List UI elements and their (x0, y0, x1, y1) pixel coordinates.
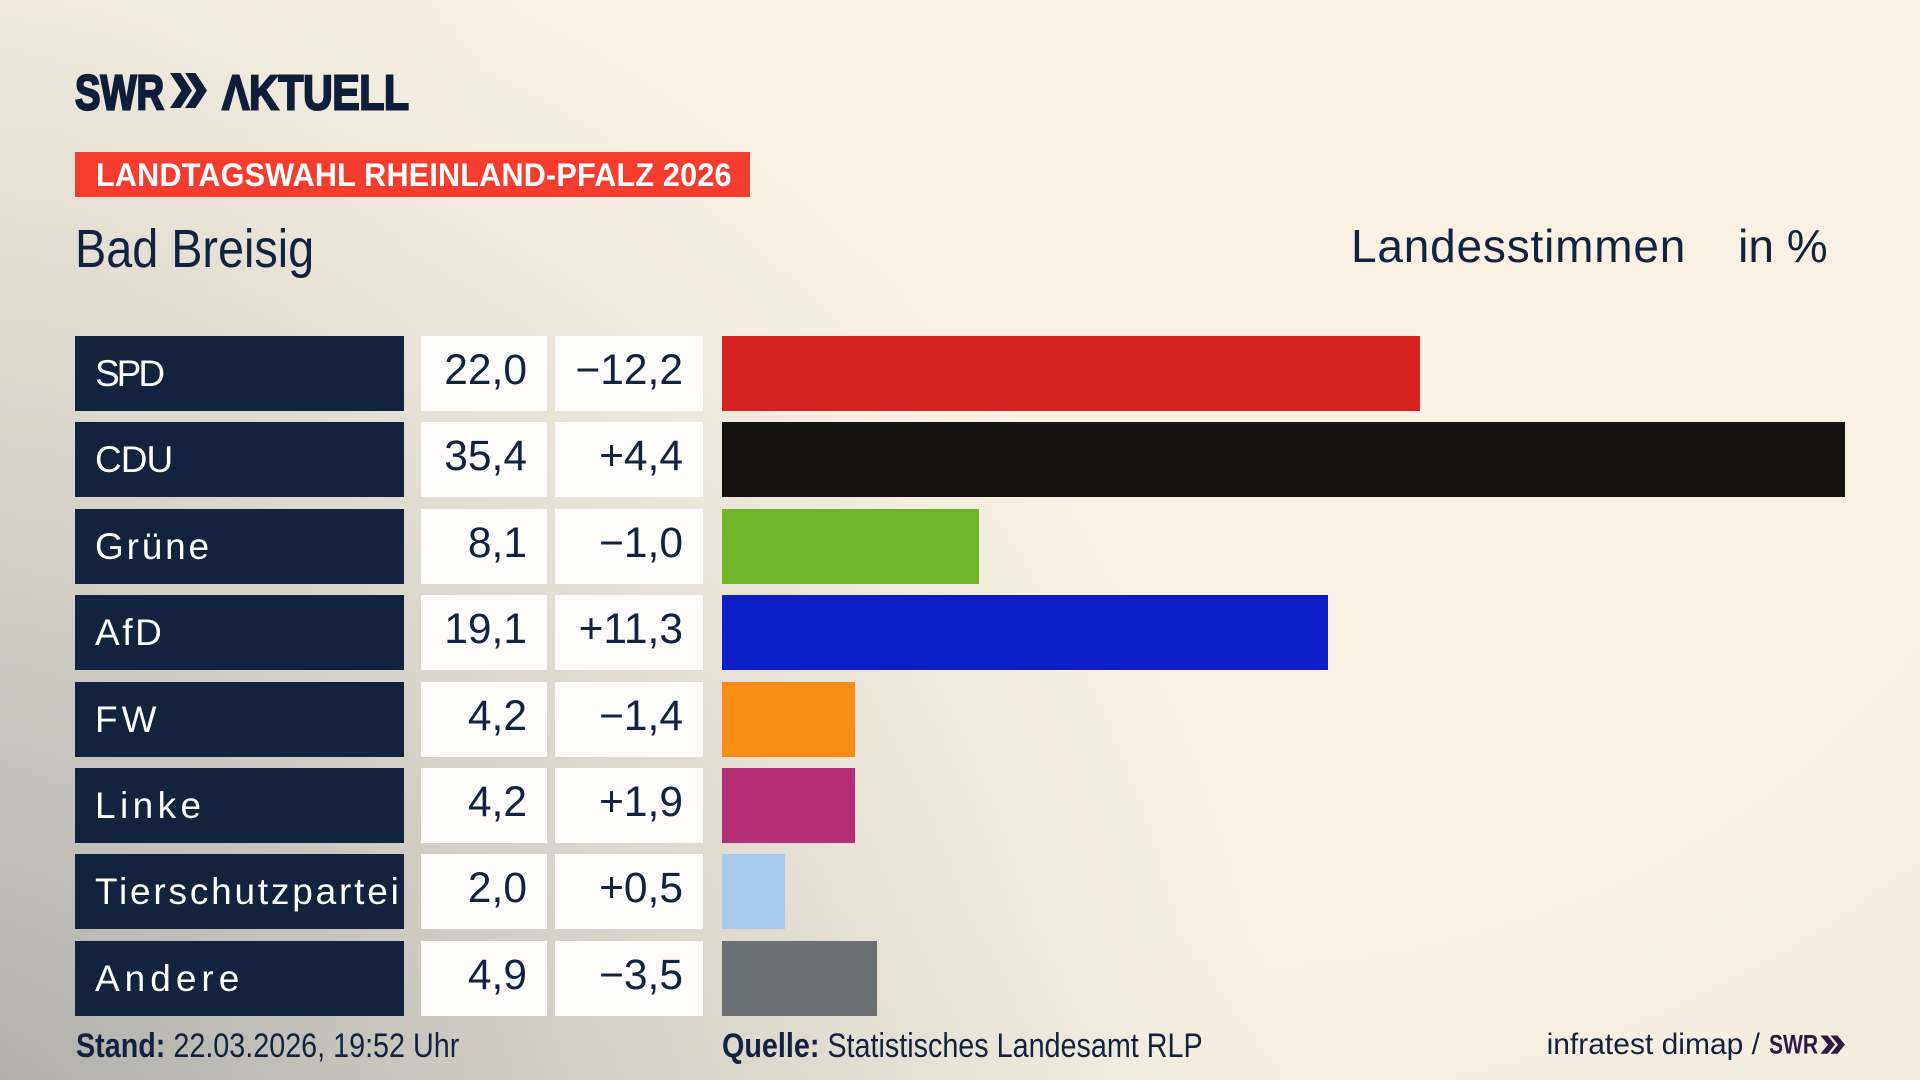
svg-text:SWR: SWR (75, 66, 164, 116)
svg-text:ΛKTUELL: ΛKTUELL (222, 66, 409, 116)
svg-text:SWR: SWR (1769, 1034, 1818, 1056)
